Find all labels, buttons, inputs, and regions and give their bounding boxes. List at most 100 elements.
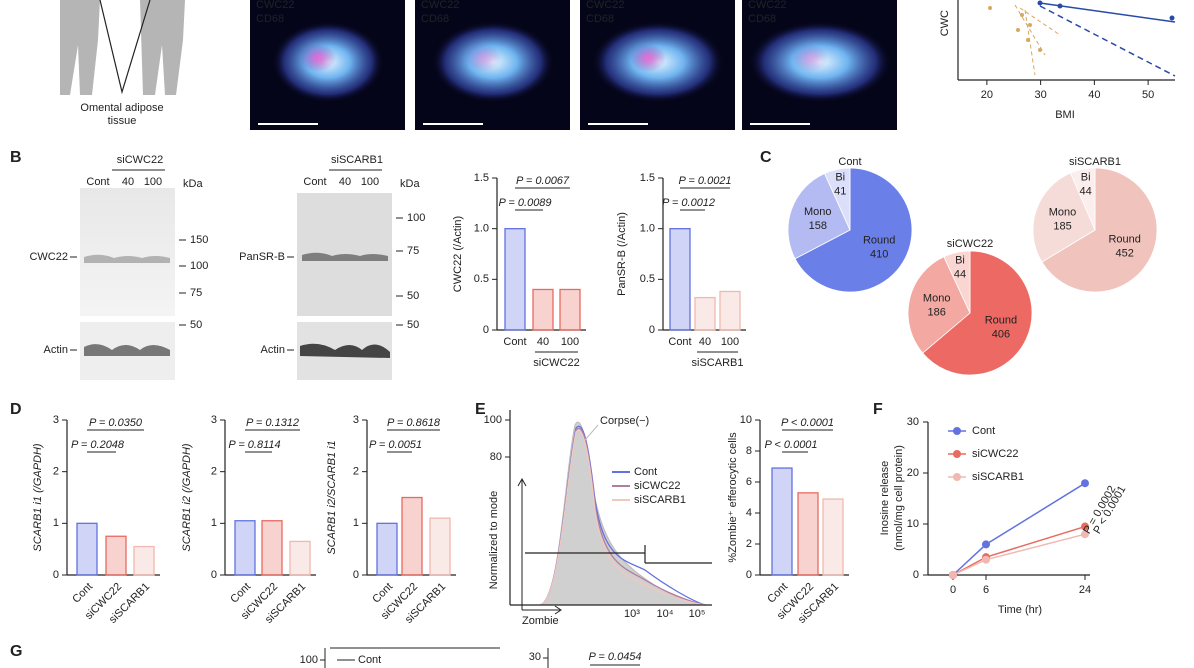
series-line	[952, 482, 1086, 576]
unit-label: kDa	[183, 178, 203, 190]
bar	[76, 522, 98, 576]
p-value: P = 0.0454	[588, 651, 641, 663]
pie-title: siSCARB1	[1069, 156, 1121, 168]
target-label: PanSR-B	[239, 251, 285, 263]
slice-value: 158	[809, 220, 827, 232]
slice-value: 44	[954, 269, 966, 281]
slice-value: 44	[1080, 185, 1092, 197]
slice-label: Mono	[804, 206, 832, 218]
y-tick-label: 4	[746, 507, 752, 519]
panel-letter: D	[10, 401, 22, 418]
pie-slice	[1032, 172, 1096, 263]
bar	[401, 496, 423, 576]
lane-label: 100	[144, 176, 162, 188]
x-tick-label: 50	[1142, 89, 1154, 101]
pie-slice	[787, 172, 851, 260]
bar	[694, 296, 716, 331]
data-point	[1081, 479, 1089, 488]
marker-label: 75	[190, 287, 202, 299]
legend-marker	[953, 450, 961, 458]
bar	[133, 545, 155, 576]
legend-marker	[953, 427, 961, 435]
p-value: P = 0.2048	[71, 439, 125, 451]
bar	[429, 517, 451, 576]
marker-label: 150	[190, 234, 208, 246]
x-axis-title: BMI	[1055, 109, 1075, 121]
cell-nucleus	[792, 44, 828, 72]
marker-label: 100	[190, 260, 208, 272]
series-line	[952, 533, 1086, 576]
y-tick-label: 1.0	[640, 223, 655, 235]
group-label: siSCARB1	[692, 357, 744, 369]
y-axis-title: Inosine release	[879, 461, 891, 536]
slice-value: 410	[870, 249, 888, 261]
histogram-curves	[525, 421, 712, 606]
slice-value: 406	[992, 328, 1010, 340]
y-tick-label: 1.5	[640, 172, 655, 184]
slice-value: 41	[834, 185, 846, 197]
pie-slice	[1041, 167, 1158, 293]
p-value: P = 0.0012	[662, 197, 715, 209]
pie-slice	[943, 250, 971, 314]
y-tick-label: 6	[746, 476, 752, 488]
data-point	[982, 555, 990, 564]
panel-letter: G	[10, 643, 22, 660]
pie-slice	[824, 167, 851, 231]
y-tick-label: 3	[211, 414, 217, 426]
legend-label: siCWC22	[634, 480, 680, 492]
cell-nucleus	[300, 44, 336, 72]
p-value: P = 0.8114	[228, 439, 280, 451]
pie-title: Cont	[838, 156, 861, 168]
bar	[771, 467, 793, 576]
p-value: P < 0.0001	[764, 439, 817, 451]
slice-label: Bi	[955, 255, 965, 267]
pie-title: siCWC22	[947, 238, 993, 250]
y-axis-title: CWC22 (/Actin)	[452, 216, 464, 292]
bar	[234, 520, 256, 576]
y-tick-label: 10	[907, 518, 919, 530]
bar	[376, 522, 398, 576]
y-tick-label: 3	[353, 414, 359, 426]
legend-label: Cont	[972, 425, 995, 437]
bar	[289, 540, 311, 576]
y-tick-label: 0.5	[474, 273, 489, 285]
p-value: P = 0.0350	[89, 417, 143, 429]
y-tick-label: 80	[490, 451, 502, 463]
bar	[559, 288, 581, 331]
stain-label: CWC22	[748, 0, 787, 11]
stain-label: CD68	[421, 13, 449, 25]
x-axis-title: Time (hr)	[998, 604, 1042, 616]
treatment-label: siSCARB1	[331, 154, 383, 166]
bar	[669, 228, 691, 331]
slice-value: 452	[1116, 248, 1134, 260]
bar	[822, 498, 844, 576]
x-tick-label: 30	[1035, 89, 1047, 101]
x-tick-label: 24	[1079, 584, 1091, 596]
marker-label: 50	[407, 319, 419, 331]
lane-label: 40	[339, 176, 351, 188]
stain-label: CD68	[256, 13, 284, 25]
y-tick-label: 0	[211, 569, 217, 581]
lane-label: Cont	[303, 176, 326, 188]
y-tick-label: 30	[907, 416, 919, 428]
stain-label: CD68	[748, 13, 776, 25]
slice-label: Bi	[835, 171, 845, 183]
marker-label: 75	[407, 245, 419, 257]
marker-label: 100	[407, 212, 425, 224]
slice-label: Mono	[1049, 206, 1077, 218]
y-tick-label: 3	[53, 414, 59, 426]
p-value: P = 0.0089	[498, 197, 551, 209]
unit-label: kDa	[400, 178, 420, 190]
legend-label: siCWC22	[972, 448, 1018, 460]
y-tick-label: 2	[353, 466, 359, 478]
legend-label: siSCARB1	[972, 471, 1024, 483]
y-tick-label: 2	[746, 538, 752, 550]
slice-label: Mono	[923, 293, 951, 305]
x-tick-label: 10⁵	[689, 608, 706, 620]
bar	[719, 290, 741, 331]
slice-label: Round	[985, 314, 1017, 326]
y-tick-label: 30	[529, 651, 541, 663]
x-axis-title: Zombie	[522, 615, 559, 627]
lane-label: 100	[361, 176, 379, 188]
